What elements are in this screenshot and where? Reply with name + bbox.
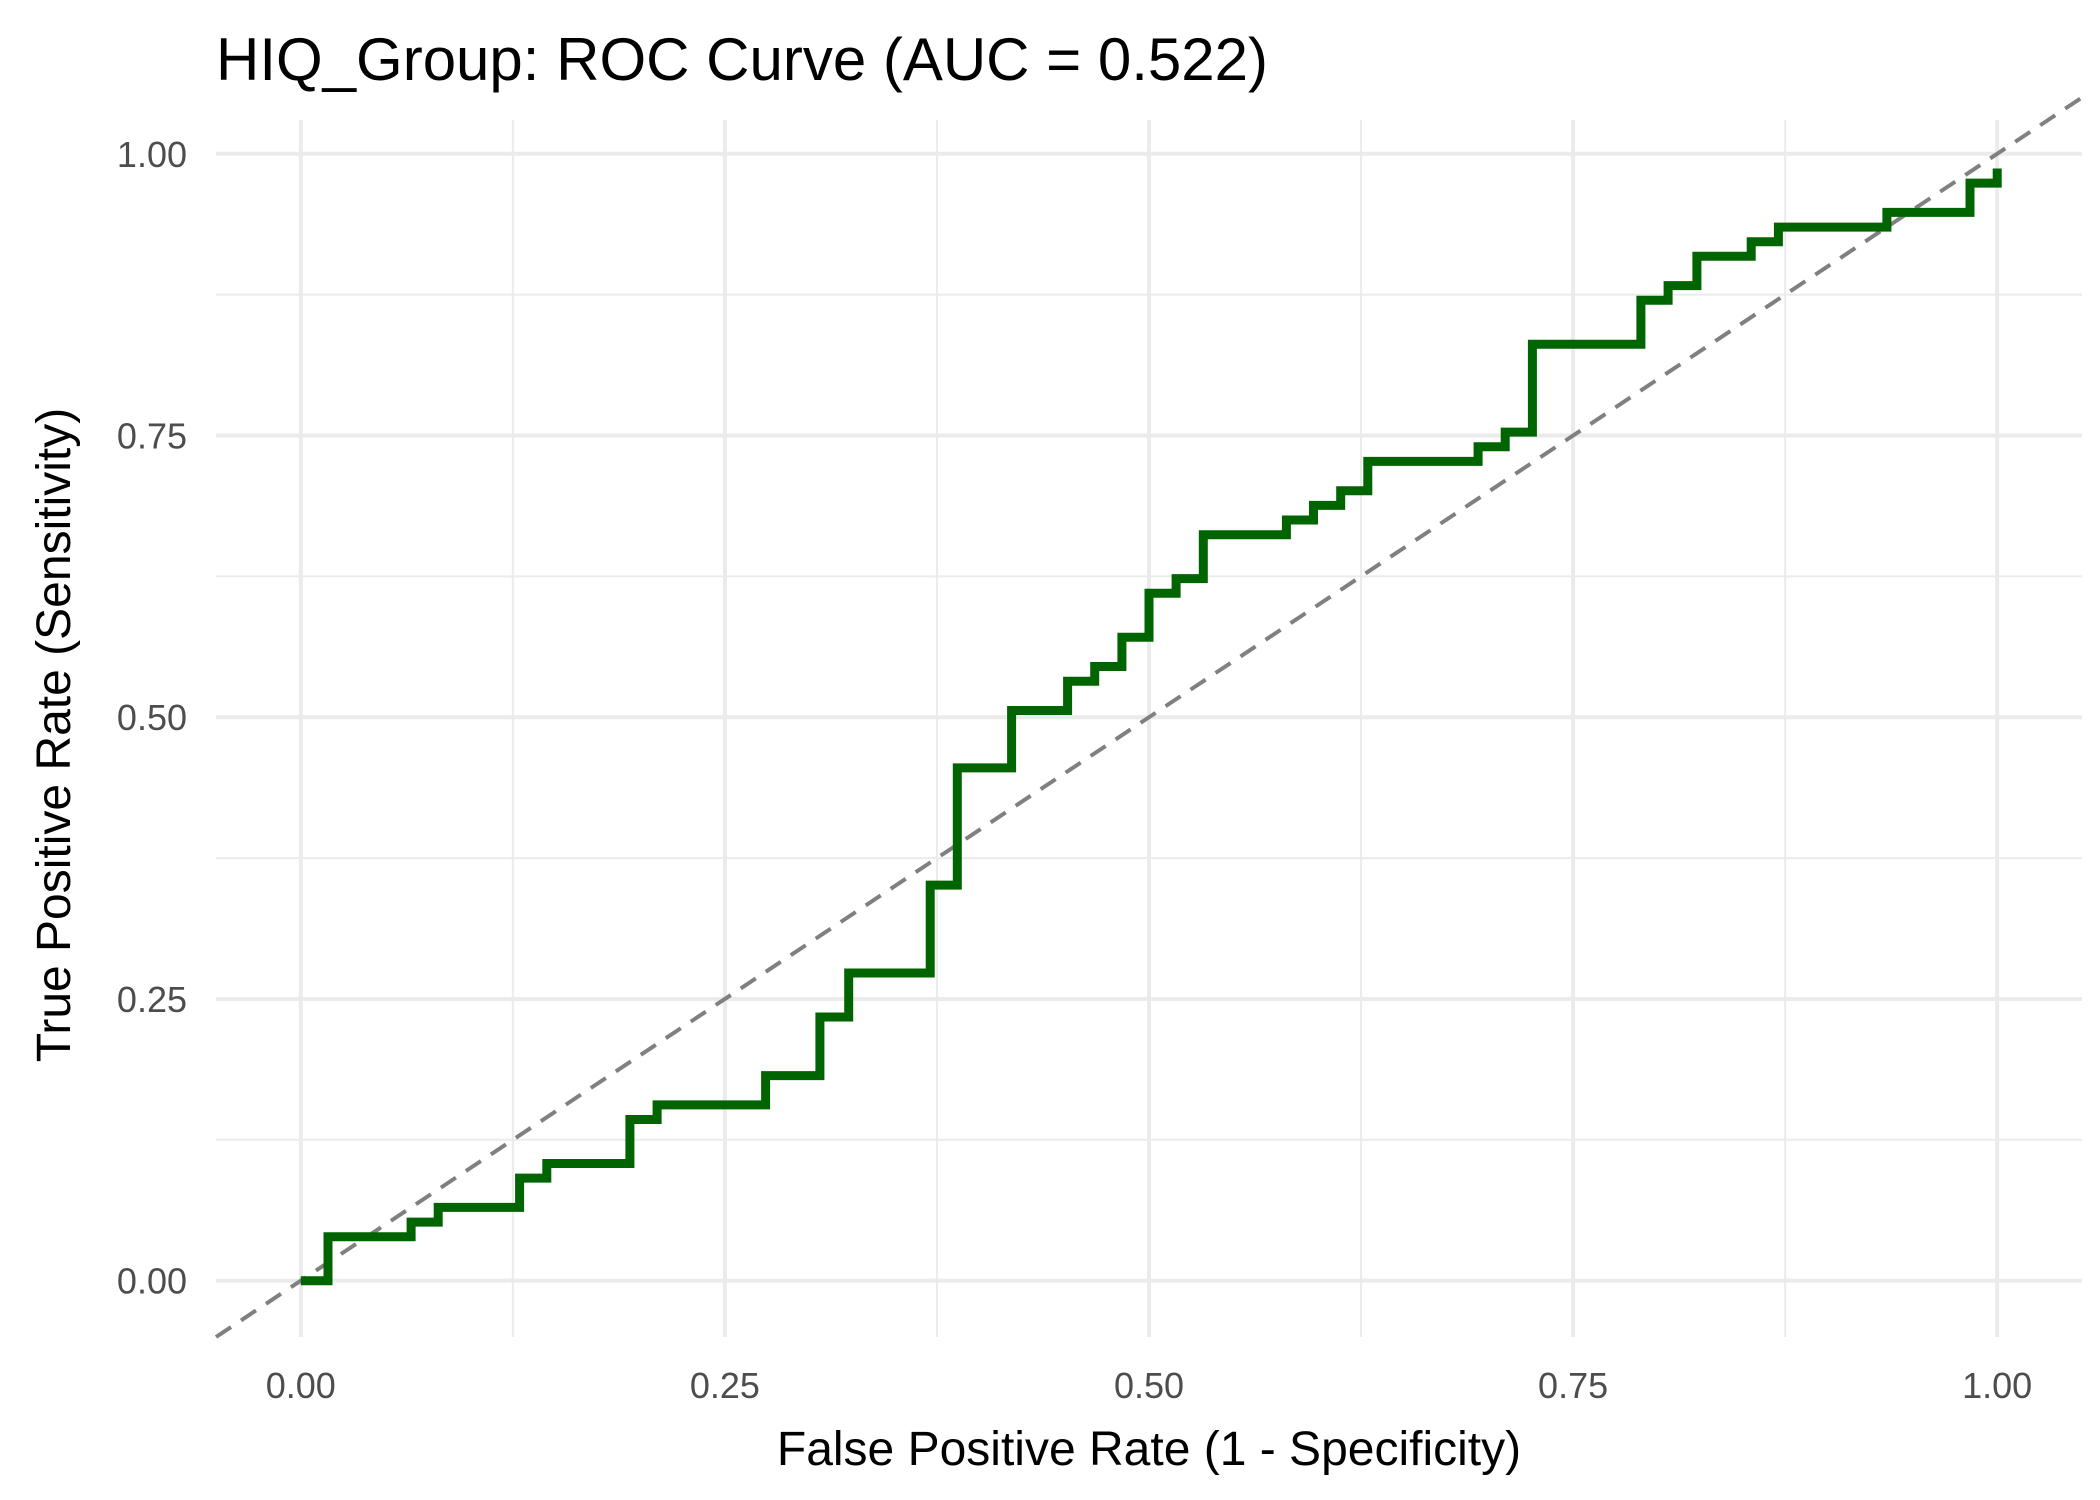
roc-curve-line bbox=[300, 168, 2002, 1286]
y-tick-labels: 0.00 0.25 0.50 0.75 1.00 bbox=[117, 134, 187, 1302]
grid bbox=[216, 120, 2082, 1337]
x-tick-label: 1.00 bbox=[1962, 1365, 2032, 1406]
y-tick-label: 0.50 bbox=[117, 697, 187, 738]
x-tick-label: 0.75 bbox=[1538, 1365, 1608, 1406]
chart-title: HIQ_Group: ROC Curve (AUC = 0.522) bbox=[216, 26, 1268, 93]
series-group bbox=[300, 168, 2002, 1286]
x-tick-labels: 0.00 0.25 0.50 0.75 1.00 bbox=[266, 1365, 2032, 1406]
x-tick-label: 0.25 bbox=[690, 1365, 760, 1406]
y-tick-label: 1.00 bbox=[117, 134, 187, 175]
x-tick-label: 0.50 bbox=[1114, 1365, 1184, 1406]
y-axis-title: True Positive Rate (Sensitivity) bbox=[28, 408, 81, 1062]
x-tick-label: 0.00 bbox=[266, 1365, 336, 1406]
diagonal-reference-line bbox=[214, 95, 2084, 1339]
reference-line-group bbox=[214, 95, 2084, 1339]
y-tick-label: 0.25 bbox=[117, 979, 187, 1020]
x-axis-title: False Positive Rate (1 - Specificity) bbox=[777, 1423, 1521, 1476]
y-tick-label: 0.00 bbox=[117, 1261, 187, 1302]
y-tick-label: 0.75 bbox=[117, 416, 187, 457]
